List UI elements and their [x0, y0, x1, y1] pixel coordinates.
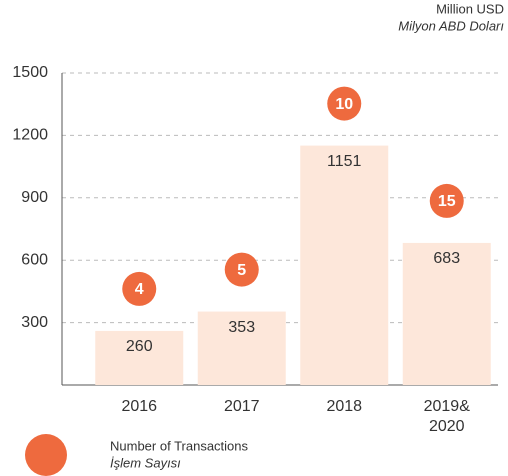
bar	[300, 145, 389, 385]
y-tick-label: 600	[21, 251, 48, 268]
transaction-marker	[224, 252, 259, 287]
bar	[95, 330, 184, 385]
transaction-label: 5	[237, 262, 246, 279]
y-tick-label: 900	[21, 189, 48, 206]
y-tick-label: 300	[21, 314, 48, 331]
bar	[402, 242, 491, 385]
legend-label: Number of Transactions	[110, 438, 249, 453]
value-label: 683	[433, 250, 460, 267]
transaction-marker	[429, 183, 464, 218]
x-tick-label: 2016	[121, 398, 157, 415]
y-tick-label: 1500	[12, 64, 48, 81]
value-label: 1151	[327, 153, 362, 170]
unit-label: Million USD	[436, 1, 504, 16]
x-tick-label: 2017	[224, 398, 260, 415]
transaction-label: 10	[335, 96, 353, 113]
unit-label-tr: Milyon ABD Doları	[398, 18, 504, 33]
legend-label-tr: İşlem Sayısı	[110, 455, 181, 470]
x-tick-label-line: 2020	[429, 418, 465, 435]
value-label: 353	[228, 319, 255, 336]
legend-swatch	[25, 434, 67, 476]
x-tick-label: 2018	[326, 398, 362, 415]
transaction-label: 4	[135, 281, 144, 298]
x-tick-label-line: 2019&	[424, 398, 471, 415]
y-tick-label: 1200	[12, 127, 48, 144]
bar	[197, 311, 286, 385]
transaction-marker	[327, 86, 362, 121]
value-label: 260	[126, 338, 153, 355]
transaction-marker	[122, 271, 157, 306]
x-tick-label: 2019& 2020	[424, 398, 471, 435]
transaction-label: 15	[438, 193, 456, 210]
